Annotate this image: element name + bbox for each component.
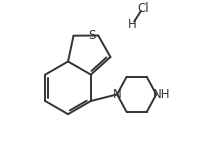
Text: H: H — [128, 18, 137, 31]
Text: N: N — [113, 88, 122, 101]
Text: NH: NH — [153, 88, 170, 101]
Text: S: S — [89, 29, 96, 42]
Text: Cl: Cl — [138, 2, 149, 15]
